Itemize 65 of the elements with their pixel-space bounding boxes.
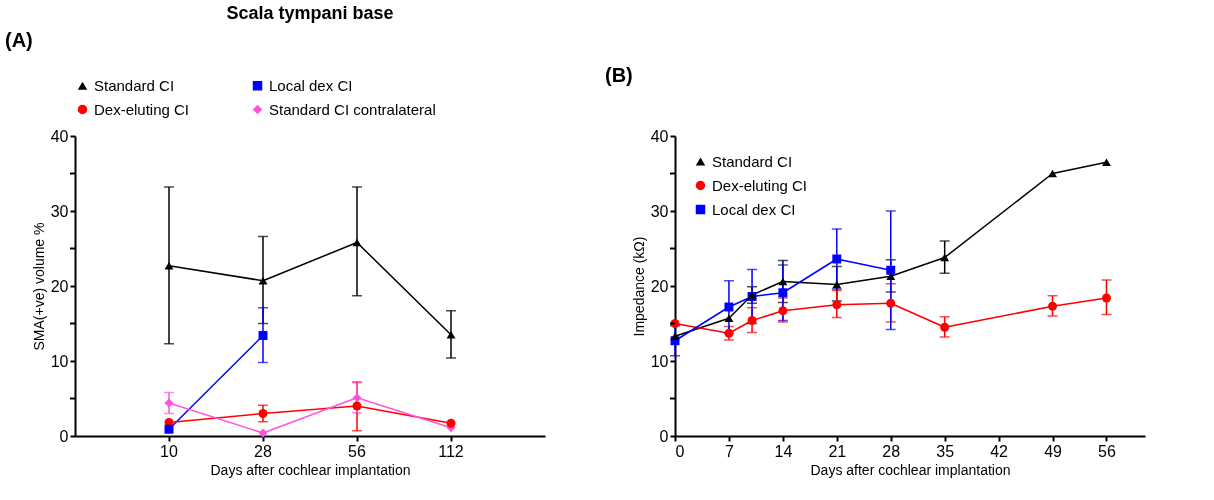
point — [164, 398, 174, 408]
text: (A) — [5, 29, 33, 51]
legend-label: Local dex CI — [269, 76, 353, 94]
point — [724, 314, 734, 323]
x-tick-label: 112 — [438, 442, 464, 460]
point — [778, 288, 788, 298]
y-tick-label: 0 — [659, 427, 669, 445]
point — [670, 332, 680, 341]
point — [940, 322, 950, 332]
legend-label: Local dex CI — [712, 200, 796, 218]
y-tick-label: 40 — [650, 127, 669, 145]
point — [778, 277, 788, 286]
point — [164, 261, 174, 270]
y-tick-label: 30 — [650, 202, 669, 220]
y-tick-label: 40 — [50, 127, 69, 145]
point — [886, 298, 896, 308]
x-tick-label: 35 — [936, 442, 955, 460]
x-axis-title: Days after cochlear implantation — [210, 461, 411, 478]
y-tick-label: 20 — [650, 277, 669, 295]
point — [352, 393, 362, 403]
y-tick-label: 10 — [650, 352, 669, 370]
point — [258, 331, 268, 340]
point — [352, 401, 362, 411]
chart-title: Scala tympani base — [226, 3, 394, 23]
x-tick-label: 21 — [828, 442, 847, 460]
x-tick-label: 49 — [1044, 442, 1063, 460]
y-axis-title: Impedance (kΩ) — [630, 236, 647, 337]
x-tick-label: 0 — [675, 442, 685, 460]
x-tick-label: 28 — [882, 442, 901, 460]
y-tick-label: 0 — [59, 427, 69, 445]
point — [886, 265, 896, 275]
legend-label: Dex-eluting CI — [712, 176, 808, 194]
x-tick-label: 42 — [990, 442, 1009, 460]
point — [886, 272, 896, 281]
x-tick-label: 7 — [724, 442, 734, 460]
text: (B) — [605, 64, 633, 86]
point — [446, 418, 456, 428]
x-tick-label: 56 — [348, 442, 366, 460]
point — [164, 424, 174, 434]
point — [1102, 293, 1111, 303]
legend-label: Dex-eluting CI — [94, 100, 190, 118]
x-tick-label: 28 — [254, 442, 272, 460]
legend-label: Standard CI — [94, 76, 175, 94]
point — [258, 276, 268, 285]
point — [724, 302, 734, 312]
point — [1048, 301, 1058, 311]
point — [258, 428, 268, 438]
point — [258, 409, 268, 418]
x-tick-label: 10 — [160, 442, 178, 460]
x-axis-title: Days after cochlear implantation — [810, 461, 1011, 478]
y-tick-label: 10 — [50, 352, 69, 370]
point — [352, 238, 362, 247]
point — [1102, 158, 1111, 167]
point — [832, 300, 842, 310]
point — [747, 316, 757, 325]
point — [832, 254, 842, 264]
legend-label: Standard CI — [712, 152, 793, 170]
point — [446, 330, 456, 339]
point — [778, 306, 788, 316]
y-tick-label: 20 — [50, 277, 69, 295]
legend-label: Standard CI contralateral — [269, 100, 436, 118]
x-tick-label: 14 — [774, 442, 793, 460]
y-axis-title: SMA(+ve) volume % — [30, 222, 47, 351]
x-tick-label: 56 — [1098, 442, 1116, 460]
y-tick-label: 30 — [50, 202, 69, 220]
